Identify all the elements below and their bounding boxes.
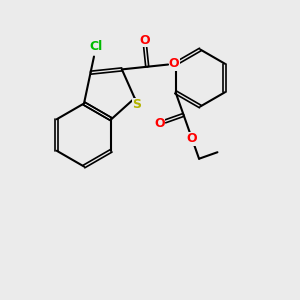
Text: O: O xyxy=(187,132,197,146)
Text: O: O xyxy=(139,34,150,47)
Text: O: O xyxy=(154,117,165,130)
Text: Cl: Cl xyxy=(89,40,103,53)
Text: O: O xyxy=(169,57,179,70)
Text: S: S xyxy=(133,98,142,111)
